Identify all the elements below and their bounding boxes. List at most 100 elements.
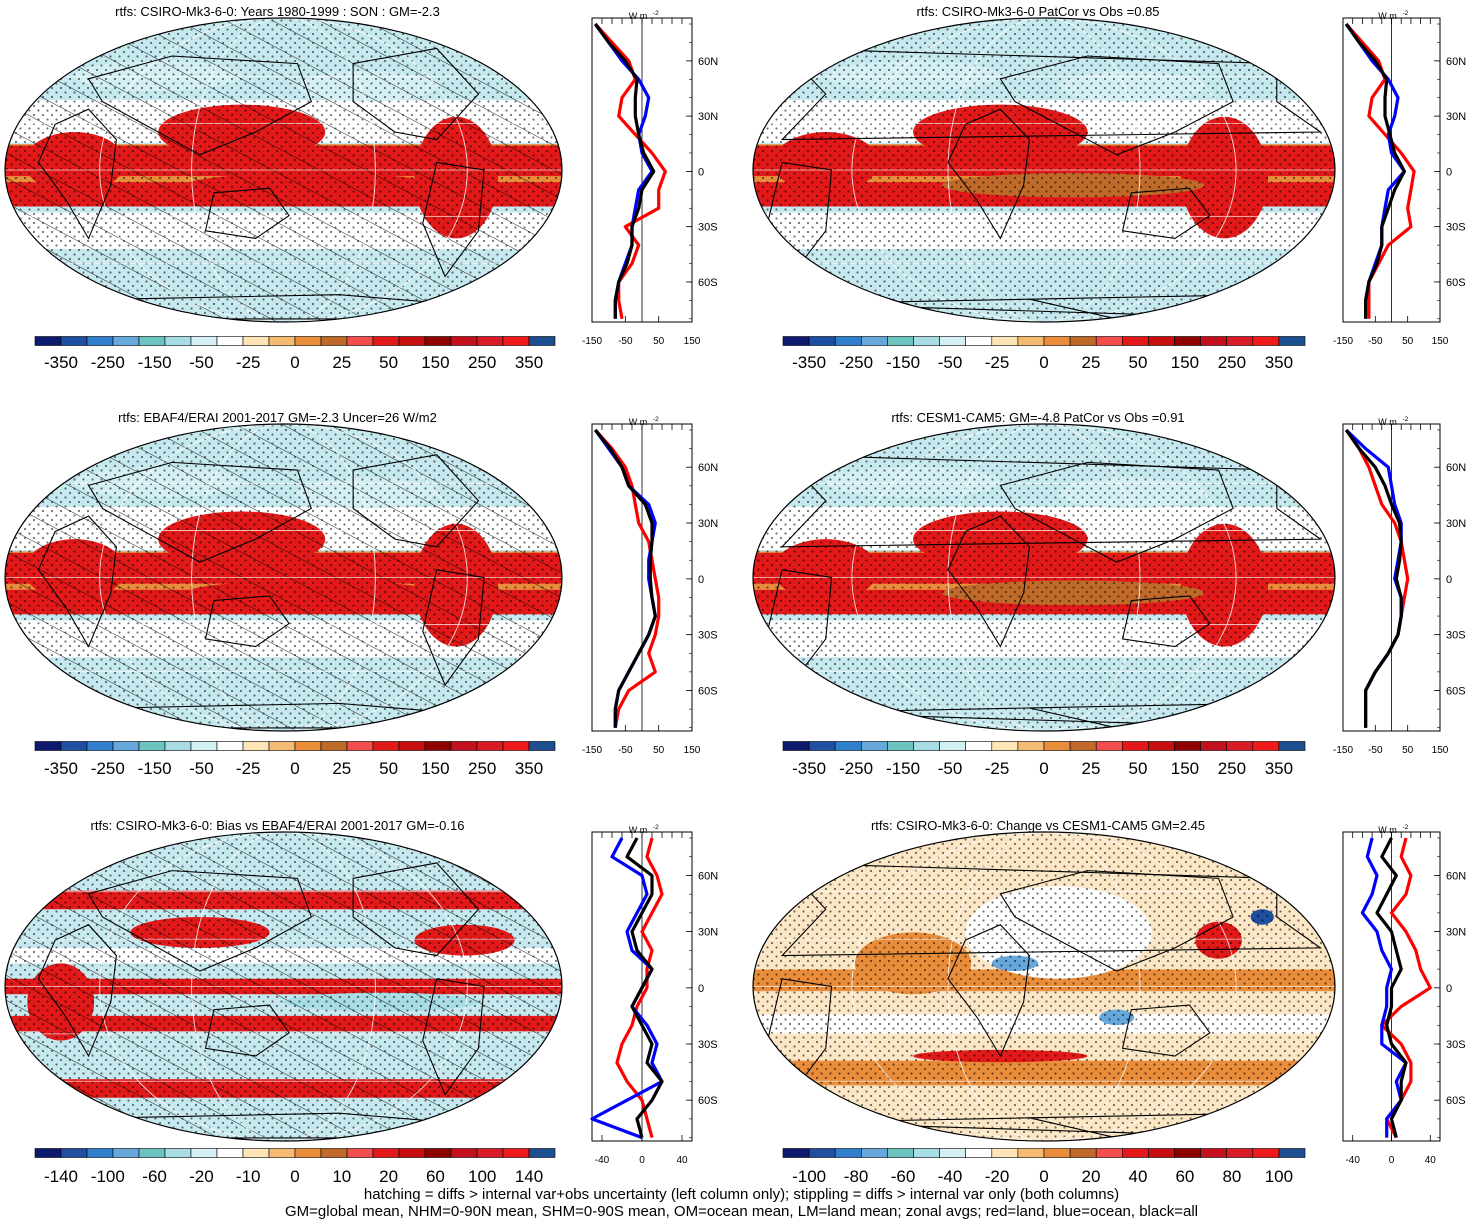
colorbar-label: 25 — [332, 759, 351, 778]
colorbar-label: 60 — [1175, 1167, 1194, 1186]
colorbar-swatch — [1278, 741, 1306, 751]
x-tick-label: 50 — [1402, 745, 1414, 756]
map-frame — [752, 831, 1336, 1142]
lat-tick-label: 30S — [1446, 222, 1466, 234]
colorbar-swatch — [808, 741, 836, 751]
lat-tick-label: 30N — [698, 518, 718, 530]
colorbar-label: 25 — [1082, 353, 1101, 372]
colorbar-label: -350 — [792, 759, 826, 778]
x-tick-label: 50 — [653, 336, 665, 347]
colorbar-swatch — [939, 741, 966, 751]
colorbar-2: -350 -250 -150 -50 -25 0 25 50 150 250 350 — [782, 336, 1306, 372]
colorbar-swatch — [808, 336, 836, 346]
map-panel-5 — [4, 831, 563, 1142]
colorbar-swatch — [991, 741, 1019, 751]
colorbar-swatch — [86, 336, 114, 346]
map-panel-1 — [4, 17, 563, 323]
series-ocean — [1344, 23, 1407, 319]
colorbar-swatch — [1069, 1148, 1097, 1158]
colorbar-6: -100 -80 -60 -40 -20 0 20 40 60 80 100 — [782, 1148, 1306, 1186]
map-panel-3 — [4, 423, 563, 732]
x-tick-label: -150 — [582, 336, 602, 347]
colorbar-swatch — [887, 336, 914, 346]
colorbar-label: -250 — [839, 353, 873, 372]
colorbar-label: -50 — [189, 759, 214, 778]
colorbar-swatch — [1226, 741, 1254, 751]
lat-tick-label: 30S — [1446, 1039, 1466, 1051]
panel-title-2: rtfs: CSIRO-Mk3-6-0 PatCor vs Obs =0.85 — [916, 4, 1159, 19]
colorbar-label: -25 — [236, 759, 261, 778]
colorbar-label: -20 — [189, 1167, 214, 1186]
colorbar-swatch — [939, 336, 966, 346]
colorbar-label: -250 — [91, 353, 125, 372]
x-tick-label: 150 — [1432, 336, 1449, 347]
unit-label: W m — [629, 11, 648, 21]
colorbar-label: 250 — [1218, 353, 1246, 372]
colorbar-swatch — [34, 336, 62, 346]
colorbar-label: -150 — [138, 353, 172, 372]
lat-tick-label: 0 — [698, 983, 704, 995]
series-land — [1380, 837, 1432, 1139]
colorbar-label: 100 — [468, 1167, 496, 1186]
colorbar-swatch — [60, 336, 88, 346]
colorbar-label: 0 — [1039, 759, 1048, 778]
colorbar-swatch — [834, 1148, 862, 1158]
zonal-profile-1: W m -2 -150 -50 50 150 60N 30N 0 30S 60S — [582, 10, 718, 347]
series-ocean — [1360, 837, 1408, 1138]
x-tick-label: -50 — [618, 336, 633, 347]
colorbar-swatch — [242, 1148, 270, 1158]
colorbar-swatch — [450, 741, 478, 751]
figure-footer: hatching = diffs > internal var+obs unce… — [0, 1186, 1483, 1220]
map-frame — [4, 17, 563, 323]
lat-tick-label: 0 — [698, 574, 704, 586]
lat-tick-label: 60N — [1446, 462, 1466, 474]
colorbar-swatch — [782, 1148, 810, 1158]
colorbar-label: 0 — [1039, 1167, 1048, 1186]
map-panel-2 — [752, 17, 1336, 323]
colorbar-swatch — [372, 741, 400, 751]
colorbar-label: 50 — [379, 353, 398, 372]
colorbar-swatch — [913, 336, 940, 346]
colorbar-swatch — [1122, 741, 1149, 751]
map-panel-4 — [752, 423, 1336, 732]
colorbar-label: -100 — [792, 1167, 826, 1186]
lat-tick-label: 60N — [1446, 56, 1466, 68]
lat-tick-label: 60S — [1446, 685, 1466, 697]
colorbar-swatch — [1278, 336, 1306, 346]
colorbar-label: 350 — [515, 353, 543, 372]
colorbar-swatch — [1252, 1148, 1280, 1158]
colorbar-swatch — [372, 1148, 400, 1158]
lat-tick-label: 30N — [698, 927, 718, 939]
series-all — [594, 428, 657, 728]
unit-label: W m — [629, 417, 648, 427]
colorbar-swatch — [991, 336, 1019, 346]
x-tick-label: -50 — [1368, 336, 1383, 347]
colorbar-label: -250 — [91, 759, 125, 778]
colorbar-swatch — [268, 741, 296, 751]
footer-note-hatching: hatching = diffs > internal var+obs unce… — [363, 1186, 1120, 1203]
x-tick-label: 50 — [1402, 336, 1414, 347]
x-tick-label: 0 — [1389, 1155, 1395, 1166]
colorbar-label: 150 — [421, 759, 449, 778]
colorbar-label: -20 — [985, 1167, 1010, 1186]
panel-title-1: rtfs: CSIRO-Mk3-6-0: Years 1980-1999 : S… — [115, 4, 440, 19]
colorbar-swatch — [424, 336, 452, 346]
colorbar-swatch — [346, 1148, 374, 1158]
series-land — [615, 837, 664, 1139]
series-all — [1375, 837, 1408, 1138]
colorbar-swatch — [502, 1148, 530, 1158]
x-tick-label: 0 — [639, 1155, 645, 1166]
lat-tick-label: 30N — [1446, 111, 1466, 123]
colorbar-swatch — [1174, 336, 1201, 346]
lat-tick-label: 0 — [1446, 166, 1452, 178]
colorbar-label: -150 — [886, 353, 920, 372]
footer-note-legend: GM=global mean, NHM=0-90N mean, SHM=0-90… — [284, 1203, 1198, 1220]
colorbar-swatch — [424, 741, 452, 751]
lat-tick-label: 30S — [698, 630, 718, 642]
colorbar-swatch — [991, 1148, 1019, 1158]
unit-label: W m — [1378, 11, 1397, 21]
colorbar-label: 150 — [1171, 759, 1199, 778]
colorbar-swatch — [887, 741, 914, 751]
colorbar-swatch — [34, 1148, 62, 1158]
colorbar-swatch — [834, 336, 862, 346]
